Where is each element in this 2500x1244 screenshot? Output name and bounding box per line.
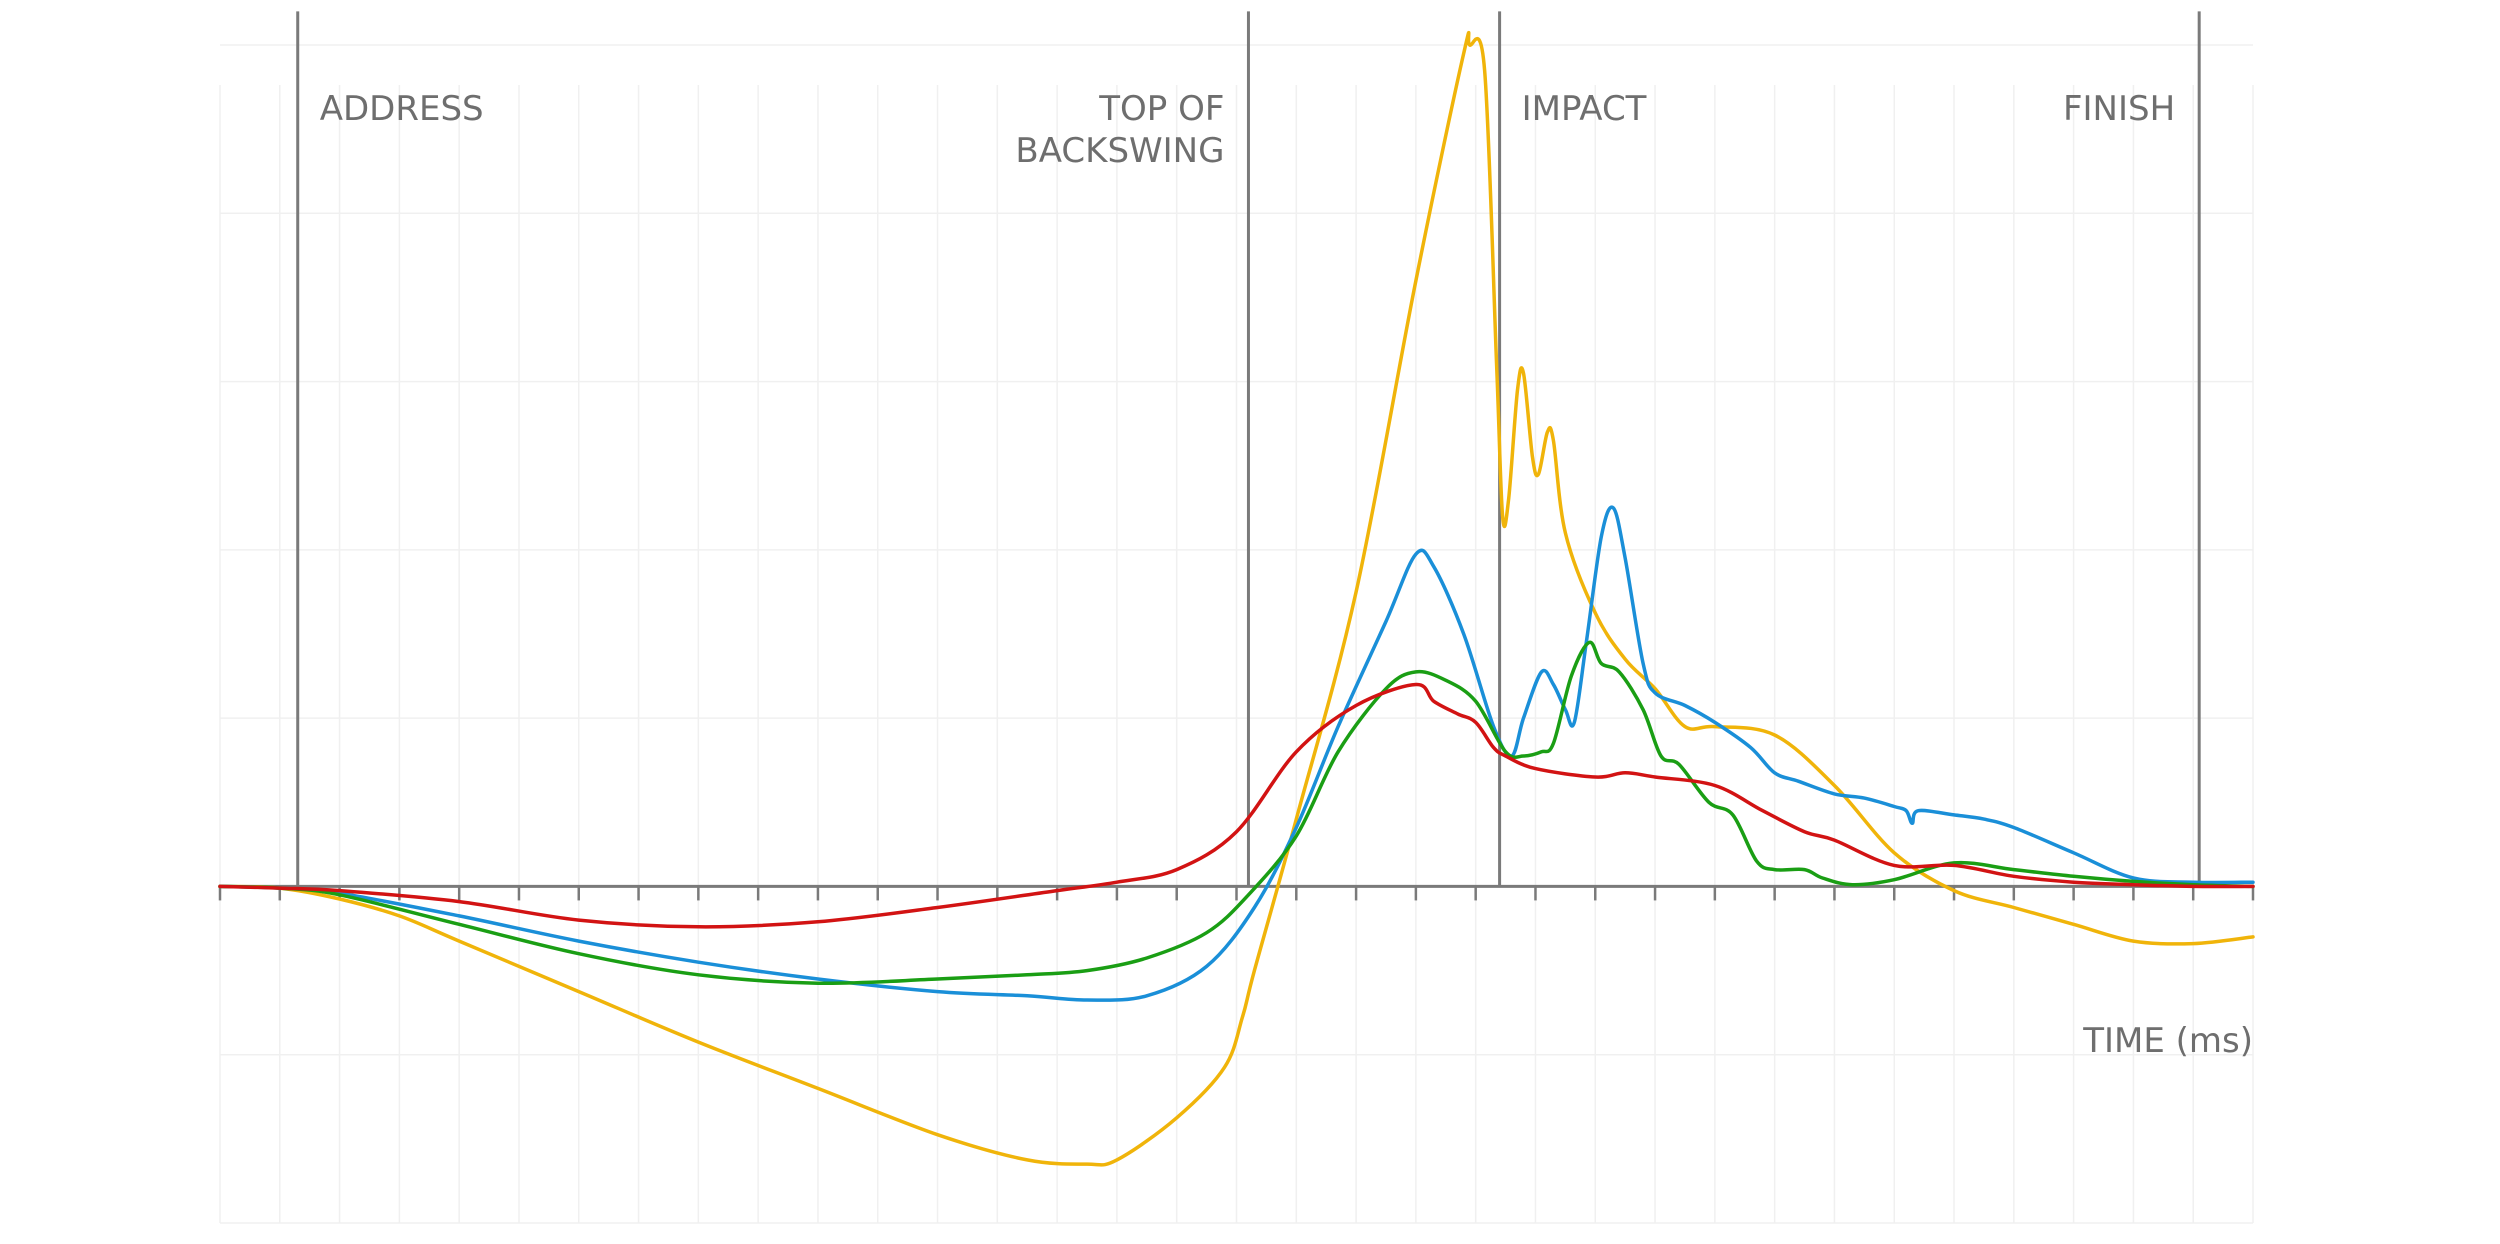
x-axis-title: TIME (ms) [2082,1021,2253,1061]
phase-label-line: BACKSWING [1015,131,1224,171]
series-line [218,505,2255,1002]
phase-label: IMPACT [1522,89,1647,129]
phase-label-line: FINISH [2063,89,2175,129]
phase-label-line: ADDRESS [320,89,484,129]
phase-label: ADDRESS [320,89,484,129]
series-line [218,640,2255,986]
phase-label: TOP OF BACKSWING [1015,89,1224,171]
x-axis [218,884,2255,901]
series-lines [218,31,2255,1167]
series-line [218,682,2255,929]
phase-label: FINISH [2063,89,2175,129]
phase-label-line: TOP OF [1098,89,1224,129]
series-line [218,31,2255,1167]
phase-markers: ADDRESS TOP OF BACKSWING IMPACT FINISH [296,11,2201,887]
phase-label-line: IMPACT [1522,89,1647,129]
grid [219,44,2254,1224]
